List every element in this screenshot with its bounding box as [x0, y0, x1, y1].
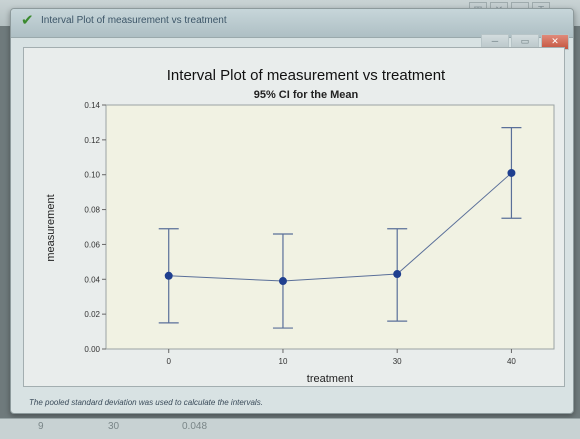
check-icon: ✔ [21, 12, 34, 29]
intervals-group [158, 127, 522, 329]
mean-point [164, 271, 173, 280]
interval-chart: Interval Plot of measurement vs treatmen… [45, 67, 555, 385]
plot-area [105, 104, 555, 350]
mean-point [278, 277, 287, 286]
y-tick-label: 0.10 [84, 171, 100, 180]
x-axis-label: treatment [307, 373, 353, 385]
worksheet-cell-measurement[interactable]: 0.048 [182, 421, 208, 432]
x-axis: 0 10 30 40 [166, 349, 516, 366]
window-title: Interval Plot of measurement vs treatmen… [41, 15, 227, 26]
y-tick-label: 0.00 [84, 345, 100, 354]
y-tick-label: 0.12 [84, 136, 100, 145]
mean-point [393, 270, 402, 279]
window-titlebar: ✔ Interval Plot of measurement vs treatm… [11, 9, 573, 38]
mean-point [507, 168, 516, 177]
y-tick-label: 0.04 [84, 275, 100, 284]
window-buttons: ─ ▭ ✕ [481, 34, 569, 50]
y-axis: 0.00 0.02 0.04 0.06 0.08 0.10 0.12 0.14 [84, 101, 106, 354]
y-tick-label: 0.02 [84, 310, 100, 319]
worksheet-cell-row[interactable]: 9 [38, 421, 44, 432]
y-axis-label: measurement [45, 194, 57, 261]
y-tick-label: 0.08 [84, 206, 100, 215]
x-tick-label: 30 [393, 357, 402, 366]
x-tick-label: 10 [279, 357, 288, 366]
worksheet-strip: 9 30 0.048 [0, 418, 580, 439]
worksheet-cell-treatment[interactable]: 30 [108, 421, 120, 432]
graph-window: ✔ Interval Plot of measurement vs treatm… [10, 8, 574, 414]
chart-area: Interval Plot of measurement vs treatmen… [23, 47, 565, 387]
y-tick-label: 0.14 [84, 101, 100, 110]
x-tick-label: 0 [166, 357, 171, 366]
x-tick-label: 40 [507, 357, 516, 366]
mean-connect-line [168, 172, 512, 282]
chart-title: Interval Plot of measurement vs treatmen… [167, 67, 446, 84]
y-tick-label: 0.06 [84, 240, 100, 249]
chart-subtitle: 95% CI for the Mean [254, 89, 359, 101]
footnote: The pooled standard deviation was used t… [29, 398, 263, 407]
